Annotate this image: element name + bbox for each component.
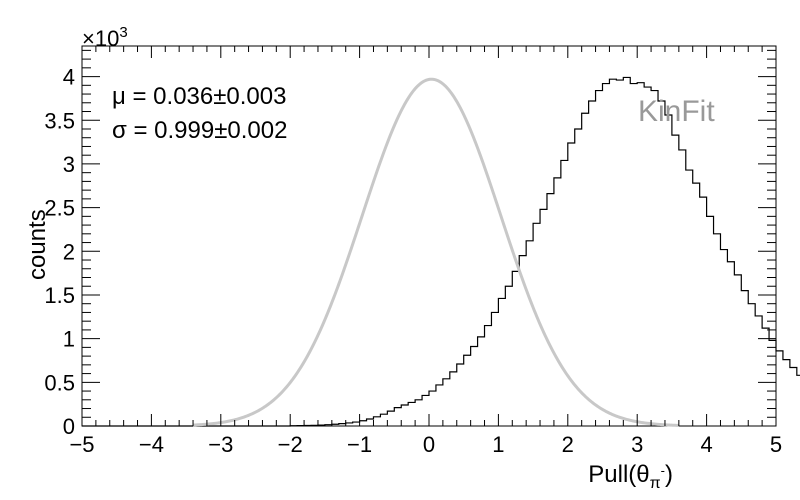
y-axis-title: counts <box>24 209 51 280</box>
y-axis-ticks: 0 0.5 1 1.5 2 2.5 3 3.5 4 <box>44 49 776 439</box>
x-axis-title: Pull(θπ-) <box>588 461 673 492</box>
y-axis-multiplier: ×103 <box>82 24 128 51</box>
x-tick-label: 0 <box>423 432 435 457</box>
x-title-main: Pull(θ <box>588 461 649 488</box>
x-tick-label: 1 <box>492 432 504 457</box>
y-tick-label: 2 <box>63 239 75 264</box>
x-tick-label: 2 <box>562 432 574 457</box>
y-tick-label: 2.5 <box>44 196 75 221</box>
y-tick-label: 4 <box>63 65 75 90</box>
y-tick-label: 3 <box>63 152 75 177</box>
y-tick-label: 0 <box>63 414 75 439</box>
x-tick-label: −2 <box>278 432 303 457</box>
x-tick-label: −5 <box>69 432 94 457</box>
x-tick-label: 4 <box>700 432 712 457</box>
y-tick-label: 1 <box>63 327 75 352</box>
x-tick-label: 3 <box>631 432 643 457</box>
y-tick-label: 1.5 <box>44 283 75 308</box>
x-axis-ticks: −5 −4 −3 −2 −1 0 1 2 3 4 5 <box>69 46 782 457</box>
x-title-subscript: π <box>650 475 661 492</box>
x-tick-label: −4 <box>139 432 164 457</box>
y-tick-label: 0.5 <box>44 370 75 395</box>
histogram-layer <box>82 76 800 427</box>
x-title-close: ) <box>665 461 673 488</box>
mu-annotation: μ = 0.036±0.003 <box>112 83 286 110</box>
kinfit-label: KinFit <box>638 95 715 128</box>
y-multiplier-base: ×10 <box>82 26 119 51</box>
x-title-superscript: - <box>661 463 665 478</box>
histogram-step-line <box>82 76 800 427</box>
fit-layer <box>192 77 679 427</box>
x-tick-label: −3 <box>208 432 233 457</box>
y-tick-label: 3.5 <box>44 108 75 133</box>
x-tick-label: −1 <box>347 432 372 457</box>
y-multiplier-exponent: 3 <box>119 24 127 41</box>
gaussian-fit-curve <box>192 77 679 427</box>
sigma-annotation: σ = 0.999±0.002 <box>112 117 287 144</box>
x-tick-label: 5 <box>770 432 782 457</box>
